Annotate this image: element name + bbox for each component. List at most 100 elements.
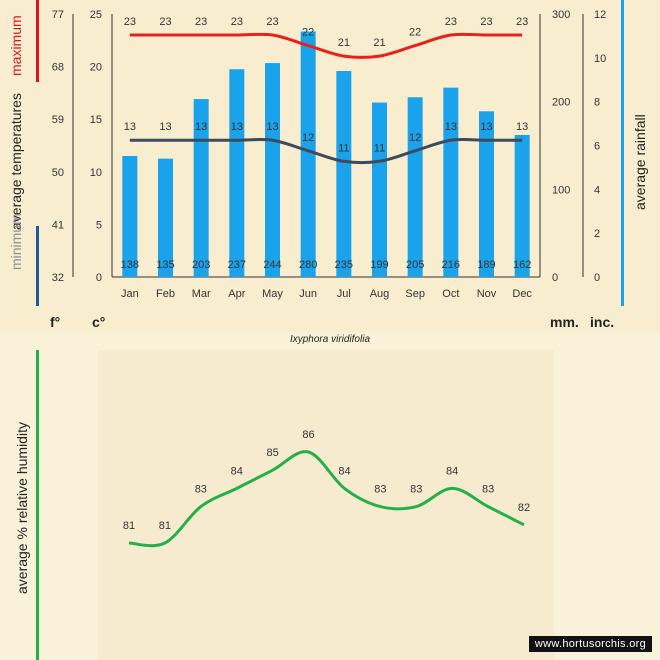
rainfall-bar <box>443 87 459 277</box>
rainfall-bar <box>479 111 494 277</box>
maximum-temperature-line <box>129 32 523 59</box>
rainfall-bar <box>158 158 173 277</box>
minimum-data-label: 13 <box>231 121 243 133</box>
fahrenheit-tick-label: 77 <box>52 9 64 21</box>
minimum-data-label: 13 <box>195 121 207 133</box>
humidity-chart-panel <box>98 350 554 660</box>
fahrenheit-tick-label: 32 <box>52 272 64 284</box>
minimum-data-label: 13 <box>516 121 528 133</box>
celsius-tick-label: 0 <box>96 272 102 284</box>
month-label: May <box>262 288 283 300</box>
unit-mm: mm. <box>550 314 579 330</box>
minimum-data-label: 13 <box>124 121 136 133</box>
temperature-rainfall-chart: 7768595041322520151050300200100012108642… <box>52 9 607 300</box>
average-rainfall-label: average rainfall <box>632 114 648 210</box>
minimum-label: minimum <box>8 213 24 270</box>
average-temperatures-label: average temperatures <box>8 93 24 230</box>
celsius-tick-label: 10 <box>90 167 102 179</box>
maximum-data-label: 23 <box>266 16 278 28</box>
month-label: Jan <box>121 288 139 300</box>
website-credit[interactable]: www.hortusorchis.org <box>528 636 652 652</box>
minimum-data-label: 13 <box>480 121 492 133</box>
maximum-data-label: 23 <box>480 16 492 28</box>
month-label: Aug <box>370 288 390 300</box>
inches-tick-label: 10 <box>594 53 606 65</box>
rainfall-accent-bar <box>621 0 624 306</box>
rainfall-bar <box>336 70 352 277</box>
rainfall-data-label: 203 <box>192 259 210 271</box>
maximum-data-label: 23 <box>231 16 243 28</box>
fahrenheit-tick-label: 50 <box>52 167 64 179</box>
maximum-accent-bar <box>36 0 39 82</box>
celsius-tick-label: 15 <box>90 114 102 126</box>
month-label: Jul <box>337 288 351 300</box>
humidity-accent-bar <box>36 350 39 660</box>
rainfall-bar <box>372 102 387 277</box>
rainfall-bar <box>300 31 316 278</box>
minimum-data-label: 12 <box>302 132 314 144</box>
rainfall-bar <box>514 134 530 277</box>
month-label: Sep <box>405 288 425 300</box>
inches-tick-label: 2 <box>594 228 600 240</box>
month-label: Mar <box>192 288 211 300</box>
maximum-data-label: 23 <box>195 16 207 28</box>
celsius-tick-label: 25 <box>90 9 102 21</box>
rainfall-data-label: 162 <box>513 259 531 271</box>
rainfall-bar <box>229 69 245 277</box>
rainfall-data-label: 237 <box>228 259 246 271</box>
inches-tick-label: 8 <box>594 97 600 109</box>
inches-tick-label: 12 <box>594 9 606 21</box>
minimum-accent-bar <box>36 226 39 306</box>
maximum-data-label: 23 <box>516 16 528 28</box>
month-label: Dec <box>512 288 532 300</box>
maximum-data-label: 21 <box>373 37 385 49</box>
unit-inches: inc. <box>590 314 615 330</box>
fahrenheit-tick-label: 59 <box>52 114 64 126</box>
rainfall-data-label: 205 <box>406 259 424 271</box>
inches-tick-label: 0 <box>594 272 600 284</box>
humidity-axis-label: average % relative humidity <box>14 422 30 594</box>
maximum-label: maximum <box>8 15 24 76</box>
maximum-data-label: 22 <box>302 27 314 39</box>
rainfall-data-label: 244 <box>263 259 281 271</box>
month-label: Nov <box>477 288 497 300</box>
rainfall-data-label: 216 <box>442 259 460 271</box>
inches-tick-label: 4 <box>594 184 600 196</box>
rainfall-data-label: 235 <box>335 259 353 271</box>
month-label: Jun <box>299 288 317 300</box>
rainfall-data-label: 189 <box>477 259 495 271</box>
minimum-data-label: 12 <box>409 132 421 144</box>
mm-tick-label: 200 <box>552 97 570 109</box>
mm-tick-label: 100 <box>552 184 570 196</box>
minimum-data-label: 11 <box>338 142 349 154</box>
species-name: Ixyphora viridifolia <box>289 334 371 345</box>
month-label: Feb <box>156 288 175 300</box>
minimum-data-label: 11 <box>374 142 385 154</box>
celsius-tick-label: 5 <box>96 219 102 231</box>
minimum-data-label: 13 <box>445 121 457 133</box>
month-label: Apr <box>228 288 245 300</box>
month-label: Oct <box>442 288 459 300</box>
inches-tick-label: 6 <box>594 141 600 153</box>
rainfall-bar <box>122 156 138 277</box>
rainfall-bar <box>265 63 280 277</box>
maximum-data-label: 21 <box>338 37 350 49</box>
minimum-data-label: 13 <box>159 121 171 133</box>
maximum-data-label: 23 <box>445 16 457 28</box>
unit-celsius: c° <box>92 314 106 330</box>
rainfall-bar <box>193 99 209 277</box>
rainfall-data-label: 138 <box>121 259 139 271</box>
unit-fahrenheit: f° <box>50 314 61 330</box>
rainfall-data-label: 280 <box>299 259 317 271</box>
rainfall-data-label: 135 <box>156 259 174 271</box>
minimum-temperature-line <box>129 137 523 165</box>
maximum-data-label: 23 <box>159 16 171 28</box>
rainfall-bar <box>407 97 423 278</box>
fahrenheit-tick-label: 41 <box>52 219 64 231</box>
maximum-data-label: 22 <box>409 27 421 39</box>
minimum-data-label: 13 <box>266 121 278 133</box>
mm-tick-label: 0 <box>552 272 558 284</box>
fahrenheit-tick-label: 68 <box>52 62 64 74</box>
celsius-tick-label: 20 <box>90 62 102 74</box>
rainfall-data-label: 199 <box>370 259 388 271</box>
